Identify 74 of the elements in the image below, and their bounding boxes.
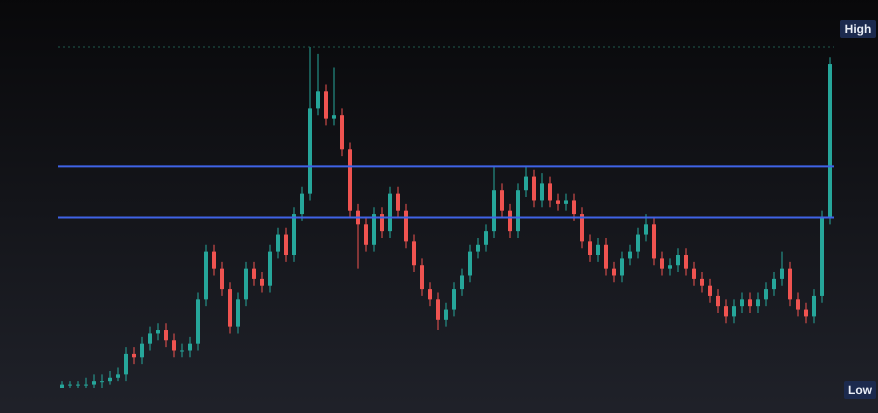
candlestick bbox=[772, 272, 776, 296]
candlestick bbox=[452, 282, 456, 317]
candlestick bbox=[132, 346, 136, 365]
candlestick bbox=[684, 248, 688, 276]
candlestick bbox=[220, 261, 224, 296]
candlestick bbox=[692, 261, 696, 286]
candlestick bbox=[124, 346, 128, 382]
candlestick bbox=[420, 258, 424, 296]
candlestick bbox=[540, 172, 544, 208]
candlestick bbox=[500, 182, 504, 218]
candlestick bbox=[396, 186, 400, 218]
candlestick bbox=[172, 332, 176, 358]
candlestick bbox=[668, 258, 672, 276]
candlestick bbox=[628, 244, 632, 266]
candlestick bbox=[468, 244, 472, 283]
candlestick bbox=[412, 234, 416, 273]
ref-line-label: High bbox=[844, 22, 872, 36]
candlestick bbox=[596, 237, 600, 262]
candlestick bbox=[716, 288, 720, 314]
candlestick bbox=[724, 298, 728, 324]
candlestick bbox=[284, 227, 288, 262]
candlestick bbox=[588, 234, 592, 262]
candlestick bbox=[644, 214, 648, 242]
candlestick bbox=[436, 292, 440, 331]
candlestick bbox=[564, 193, 568, 212]
candlestick bbox=[812, 288, 816, 324]
candlestick bbox=[300, 186, 304, 222]
candlestick bbox=[260, 272, 264, 294]
candlestick bbox=[556, 193, 560, 212]
candlestick bbox=[212, 244, 216, 276]
candlestick bbox=[460, 268, 464, 296]
candlestick bbox=[780, 251, 784, 286]
candlestick bbox=[76, 380, 80, 388]
candlestick bbox=[148, 326, 152, 351]
text: Low bbox=[844, 381, 876, 399]
candlestick bbox=[444, 302, 448, 328]
candlestick bbox=[164, 322, 168, 348]
candlestick bbox=[804, 302, 808, 324]
candlestick bbox=[572, 193, 576, 222]
candlestick bbox=[524, 166, 528, 198]
candlestick bbox=[604, 237, 608, 276]
candlestick bbox=[756, 292, 760, 314]
candlestick bbox=[428, 282, 432, 307]
candlestick bbox=[532, 169, 536, 208]
candlestick bbox=[188, 336, 192, 358]
candlestick bbox=[676, 248, 680, 273]
candlestick bbox=[740, 292, 744, 314]
candlestick bbox=[764, 282, 768, 307]
candlestick bbox=[140, 336, 144, 365]
candlestick bbox=[548, 176, 552, 208]
candlestick bbox=[252, 261, 256, 286]
candlestick bbox=[748, 292, 752, 314]
candlestick bbox=[796, 292, 800, 317]
candlestick bbox=[116, 367, 120, 382]
candlestick bbox=[660, 251, 664, 276]
candlestick bbox=[180, 343, 184, 358]
candlestick bbox=[68, 380, 72, 388]
candlestick bbox=[612, 261, 616, 283]
candlestick bbox=[84, 377, 88, 388]
candlestick bbox=[732, 298, 736, 324]
candlestick bbox=[700, 272, 704, 294]
candlestick bbox=[708, 278, 712, 304]
candlestick bbox=[508, 203, 512, 238]
candlestick bbox=[364, 217, 368, 252]
candlestick bbox=[92, 374, 96, 388]
candlestick bbox=[620, 251, 624, 283]
candlestick bbox=[476, 237, 480, 259]
candlestick bbox=[156, 322, 160, 341]
candlestick bbox=[332, 66, 336, 126]
candlestick bbox=[276, 227, 280, 259]
candlestick bbox=[484, 224, 488, 252]
candlestick bbox=[316, 53, 320, 116]
candlestick bbox=[100, 374, 104, 388]
candlestick bbox=[636, 227, 640, 259]
